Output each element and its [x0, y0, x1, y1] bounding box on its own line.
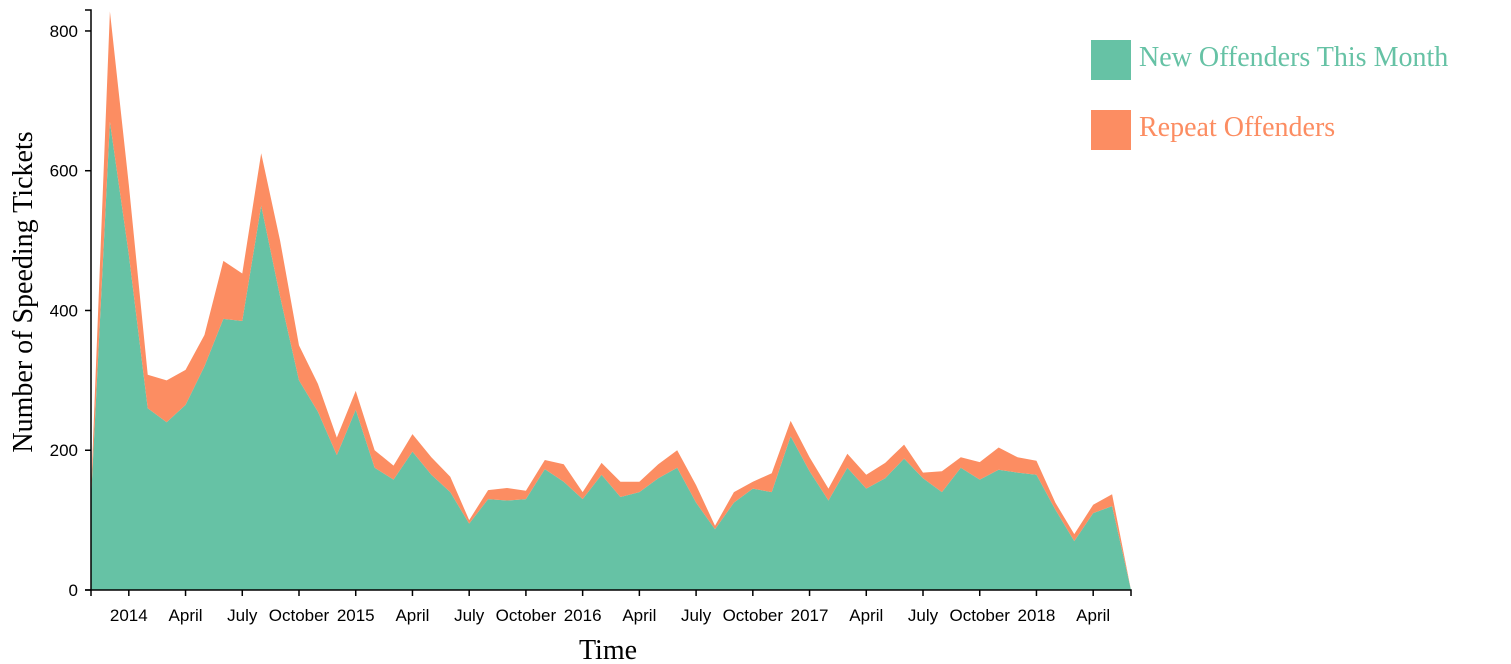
y-tick-label: 400 [50, 301, 78, 320]
x-tick-label: October [723, 606, 784, 625]
x-tick-label: 2015 [337, 606, 375, 625]
x-tick-label: October [496, 606, 557, 625]
x-tick-label: April [395, 606, 429, 625]
x-axis-line [90, 589, 1132, 596]
x-tick-label: April [622, 606, 656, 625]
area-layer [91, 11, 1131, 590]
x-tick-label: 2017 [791, 606, 829, 625]
legend-swatch-new-offenders [1091, 40, 1131, 80]
y-tick-label: 600 [50, 162, 78, 181]
x-tick-label: April [849, 606, 883, 625]
x-tick-label: April [1076, 606, 1110, 625]
y-axis-line [85, 9, 92, 591]
area-series-new-offenders-this-month [91, 121, 1131, 590]
area-series-repeat-offenders [91, 11, 1131, 590]
legend-item-repeat-offenders: Repeat Offenders [1091, 110, 1335, 150]
legend-label-new-offenders: New Offenders This Month [1139, 42, 1448, 73]
y-axis: 0 200 400 600 800 [50, 9, 92, 600]
x-tick-label: 2014 [110, 606, 148, 625]
y-tick-label: 200 [50, 441, 78, 460]
x-tick-label: April [169, 606, 203, 625]
x-tick-label: October [949, 606, 1010, 625]
y-tick-label: 800 [50, 22, 78, 41]
x-axis: 2014 April July October 2015 April July October… [90, 589, 1132, 625]
legend-label-repeat-offenders: Repeat Offenders [1139, 112, 1335, 143]
x-tick-label: October [269, 606, 330, 625]
x-tick-label: 2016 [564, 606, 602, 625]
legend-swatch-repeat-offenders [1091, 110, 1131, 150]
x-tick-label: July [681, 606, 712, 625]
x-axis-title: Time [579, 635, 637, 664]
y-axis-title: Number of Speeding Tickets [8, 131, 39, 452]
x-tick-label: 2018 [1018, 606, 1056, 625]
x-tick-label: July [227, 606, 258, 625]
y-tick-label: 0 [69, 581, 78, 600]
x-tick-label: July [908, 606, 939, 625]
legend: New Offenders This Month Repeat Offender… [1091, 40, 1448, 150]
x-tick-label: July [454, 606, 485, 625]
legend-item-new-offenders: New Offenders This Month [1091, 40, 1448, 80]
